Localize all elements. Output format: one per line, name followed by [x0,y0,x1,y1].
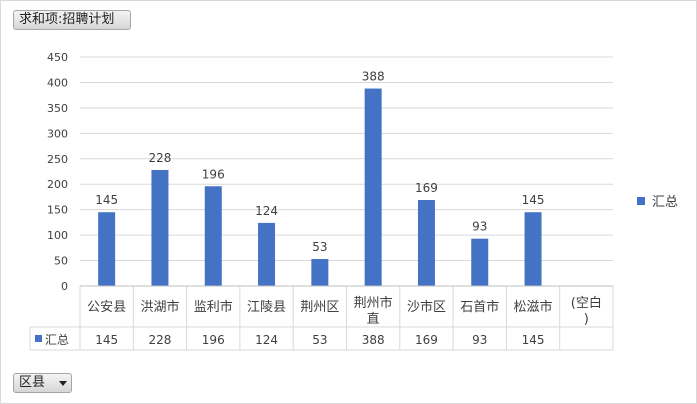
bar[interactable] [524,212,542,286]
category-label: 石首市 [460,299,499,315]
y-tick-label: 150 [47,204,68,217]
category-label: 洪湖市 [140,299,179,315]
value-field-label: 求和项:招聘计划 [19,12,115,27]
y-tick-label: 250 [47,153,68,166]
legend-marker [637,197,645,205]
table-cell-value: 388 [362,333,385,347]
bar[interactable] [151,169,169,286]
y-tick-label: 350 [47,102,68,115]
y-tick-label: 400 [47,76,68,89]
category-label: 直 [367,312,380,327]
data-label: 145 [95,193,118,207]
category-label: (空白 [571,295,602,311]
y-tick-label: 200 [47,178,68,191]
bar[interactable] [98,212,116,286]
category-label: 江陵县 [247,300,286,315]
category-label: 荆州市 [354,295,393,311]
category-label: 松滋市 [514,299,553,315]
data-label: 93 [472,220,487,234]
table-cell-value: 145 [95,333,118,347]
data-label: 196 [202,167,225,181]
legend-label: 汇总 [652,195,678,210]
table-cell-value: 124 [255,333,278,347]
y-tick-label: 0 [61,280,68,293]
y-tick-label: 450 [47,51,68,64]
data-label: 388 [362,70,385,84]
y-tick-label: 300 [47,127,68,140]
data-label: 53 [312,240,327,254]
bar[interactable] [204,186,222,286]
bar[interactable] [311,259,329,286]
table-cell-value: 93 [472,333,487,347]
value-field-button[interactable]: 求和项:招聘计划 [13,10,131,30]
row-field-label: 区县 [19,375,46,390]
category-label: 监利市 [194,299,233,315]
data-label: 169 [415,181,438,195]
bar[interactable] [364,88,382,286]
table-cell-value: 145 [522,333,545,347]
bar[interactable] [471,238,489,286]
table-series-label: 汇总 [45,333,69,347]
table-cell-value: 169 [415,333,438,347]
bar[interactable] [417,199,435,286]
category-label: ) [584,312,589,327]
category-label: 荆州区 [300,299,339,315]
category-label: 公安县 [87,300,126,315]
data-label: 228 [148,151,171,165]
y-tick-label: 100 [47,229,68,242]
data-label: 145 [522,193,545,207]
table-legend-key [35,335,42,342]
table-cell-value: 228 [148,333,171,347]
data-label: 124 [255,204,278,218]
table-cell-value: 53 [312,333,327,347]
y-tick-label: 50 [54,255,68,268]
row-field-button[interactable]: 区县 [13,373,72,393]
category-label: 沙市区 [407,299,446,315]
chevron-down-icon[interactable] [59,381,67,386]
table-cell-value: 196 [202,333,225,347]
bar[interactable] [258,222,276,286]
